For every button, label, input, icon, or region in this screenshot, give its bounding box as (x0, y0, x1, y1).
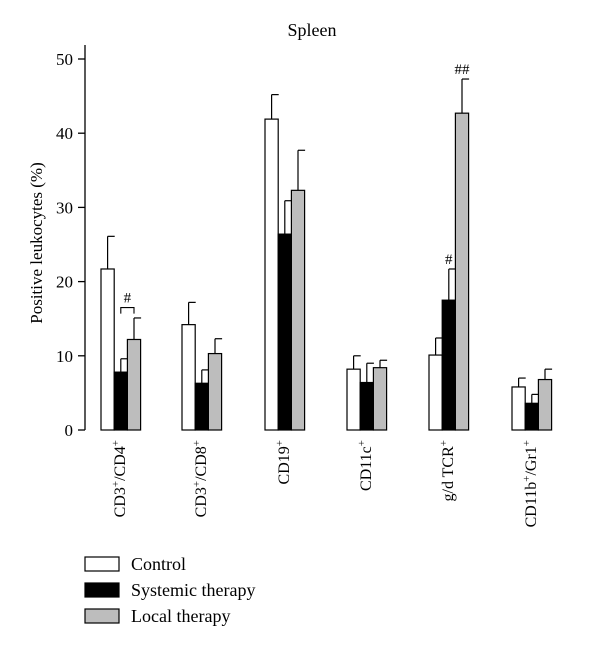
x-tick-label-part: CD11c (358, 446, 375, 491)
x-tick-label-part: CD19 (276, 446, 293, 484)
x-tick-label: CD3+/CD8+ (191, 440, 210, 517)
legend-label: Systemic therapy (131, 580, 255, 600)
legend: Control Systemic therapy Local therapy (84, 554, 255, 626)
bar (537, 378, 553, 431)
bar (359, 381, 375, 431)
x-tick-label-superscript: + (191, 481, 203, 487)
bar (346, 368, 361, 431)
significance-marker: # (124, 291, 132, 307)
y-tick-label: 10 (56, 347, 73, 366)
x-tick-label-superscript: + (191, 440, 203, 446)
bar (194, 382, 209, 431)
x-tick-label: CD11c+ (356, 440, 375, 491)
significance-bracket (120, 307, 135, 314)
x-tick-label-superscript: + (274, 440, 286, 446)
y-axis-ticks: 0 10 20 30 40 50 (56, 50, 85, 440)
legend-swatch (84, 582, 120, 598)
y-tick-label: 30 (56, 198, 73, 217)
x-tick-label-superscript: + (110, 481, 122, 487)
legend-label: Control (131, 554, 186, 574)
bar (264, 118, 279, 431)
x-tick-label: CD3+/CD4+ (110, 440, 129, 517)
bar (454, 112, 470, 431)
y-tick-label: 0 (65, 421, 74, 440)
bar (372, 367, 388, 431)
bar (207, 352, 223, 431)
significance-marker: # (445, 252, 453, 268)
significance-marker: ## (455, 62, 471, 78)
bar (181, 324, 196, 431)
legend-label: Local therapy (131, 606, 230, 626)
x-axis-tick-labels: CD3+/CD4+CD3+/CD8+CD19+CD11c+g/d TCR+CD1… (110, 440, 540, 527)
bar (290, 189, 306, 431)
x-tick-label-part: /Gr1 (523, 446, 540, 475)
x-tick-label-superscript: + (356, 440, 368, 446)
bar (524, 402, 540, 431)
bar (511, 386, 526, 431)
bar (126, 338, 142, 431)
bar (113, 371, 128, 431)
x-tick-label: g/d TCR+ (438, 440, 457, 502)
x-tick-label-superscript: + (438, 440, 450, 446)
x-tick-label-part: g/d TCR (440, 446, 457, 502)
y-tick-label: 20 (56, 273, 73, 292)
legend-swatch (84, 556, 120, 572)
bar (277, 233, 293, 431)
significance-annotations: #### (120, 62, 471, 314)
legend-swatch (84, 608, 120, 624)
x-tick-label-part: CD11b (523, 482, 540, 528)
y-tick-label: 50 (56, 50, 73, 69)
x-tick-label-part: /CD4 (112, 446, 129, 481)
bars-group (100, 78, 553, 431)
x-tick-label-part: CD3 (112, 487, 129, 517)
x-tick-label-part: CD3 (193, 487, 210, 517)
bar (441, 299, 457, 431)
chart-title: Spleen (288, 20, 337, 40)
y-tick-label: 40 (56, 124, 73, 143)
x-tick-label: CD19+ (274, 440, 293, 484)
bar (428, 354, 443, 431)
x-tick-label-superscript: + (521, 440, 533, 446)
y-axis-label: Positive leukocytes (%) (27, 162, 46, 323)
x-tick-label-superscript: + (110, 440, 122, 446)
bar (100, 268, 115, 431)
x-tick-label-superscript: + (521, 476, 533, 482)
x-tick-label: CD11b+/Gr1+ (521, 440, 540, 527)
x-tick-label-part: /CD8 (193, 446, 210, 481)
